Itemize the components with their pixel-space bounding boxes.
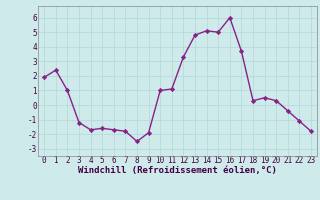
X-axis label: Windchill (Refroidissement éolien,°C): Windchill (Refroidissement éolien,°C) (78, 166, 277, 175)
